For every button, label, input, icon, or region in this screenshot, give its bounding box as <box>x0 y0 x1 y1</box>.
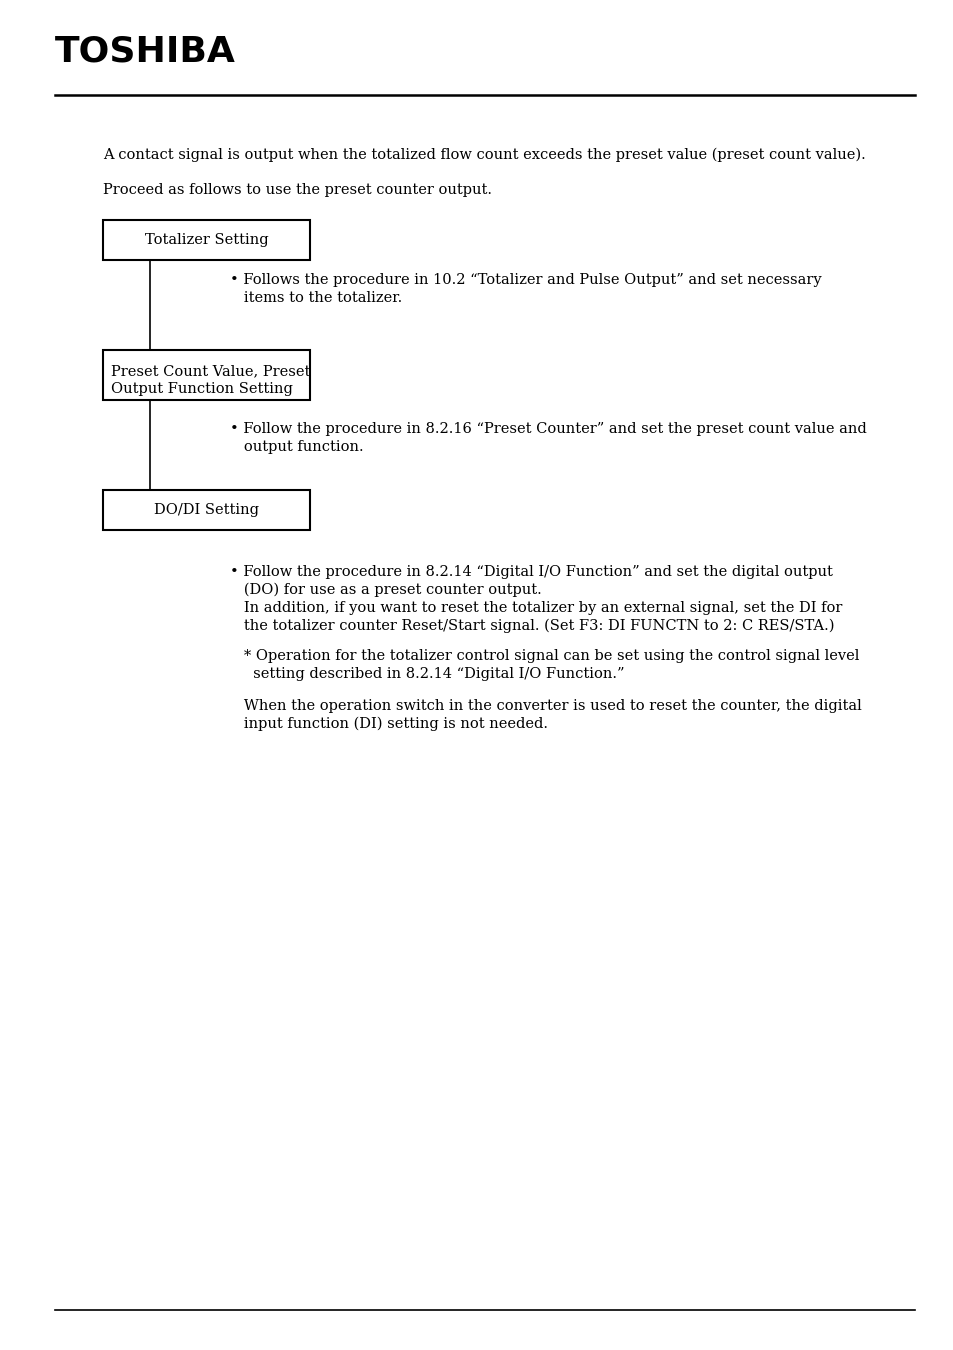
Text: Totalizer Setting: Totalizer Setting <box>145 234 268 247</box>
Text: • Follow the procedure in 8.2.14 “Digital I/O Function” and set the digital outp: • Follow the procedure in 8.2.14 “Digita… <box>230 566 832 579</box>
Bar <box>103 220 310 261</box>
Text: (DO) for use as a preset counter output.: (DO) for use as a preset counter output. <box>230 583 541 598</box>
Text: Proceed as follows to use the preset counter output.: Proceed as follows to use the preset cou… <box>103 184 492 197</box>
Text: In addition, if you want to reset the totalizer by an external signal, set the D: In addition, if you want to reset the to… <box>230 601 841 616</box>
Text: output function.: output function. <box>230 440 363 454</box>
Text: • Follow the procedure in 8.2.16 “Preset Counter” and set the preset count value: • Follow the procedure in 8.2.16 “Preset… <box>230 423 866 436</box>
Bar <box>103 490 310 531</box>
Text: A contact signal is output when the totalized flow count exceeds the preset valu: A contact signal is output when the tota… <box>103 148 864 162</box>
Bar <box>103 350 310 400</box>
Text: DO/DI Setting: DO/DI Setting <box>153 504 258 517</box>
Text: input function (DI) setting is not needed.: input function (DI) setting is not neede… <box>230 717 547 732</box>
Text: When the operation switch in the converter is used to reset the counter, the dig: When the operation switch in the convert… <box>230 699 861 713</box>
Text: Output Function Setting: Output Function Setting <box>111 382 293 396</box>
Text: Preset Count Value, Preset: Preset Count Value, Preset <box>111 364 310 378</box>
Text: TOSHIBA: TOSHIBA <box>55 35 235 69</box>
Text: • Follows the procedure in 10.2 “Totalizer and Pulse Output” and set necessary: • Follows the procedure in 10.2 “Totaliz… <box>230 273 821 288</box>
Text: the totalizer counter Reset/Start signal. (Set F3: DI FUNCTN to 2: C RES/STA.): the totalizer counter Reset/Start signal… <box>230 620 834 633</box>
Text: items to the totalizer.: items to the totalizer. <box>230 292 402 305</box>
Text: setting described in 8.2.14 “Digital I/O Function.”: setting described in 8.2.14 “Digital I/O… <box>230 667 624 680</box>
Text: * Operation for the totalizer control signal can be set using the control signal: * Operation for the totalizer control si… <box>230 649 859 663</box>
